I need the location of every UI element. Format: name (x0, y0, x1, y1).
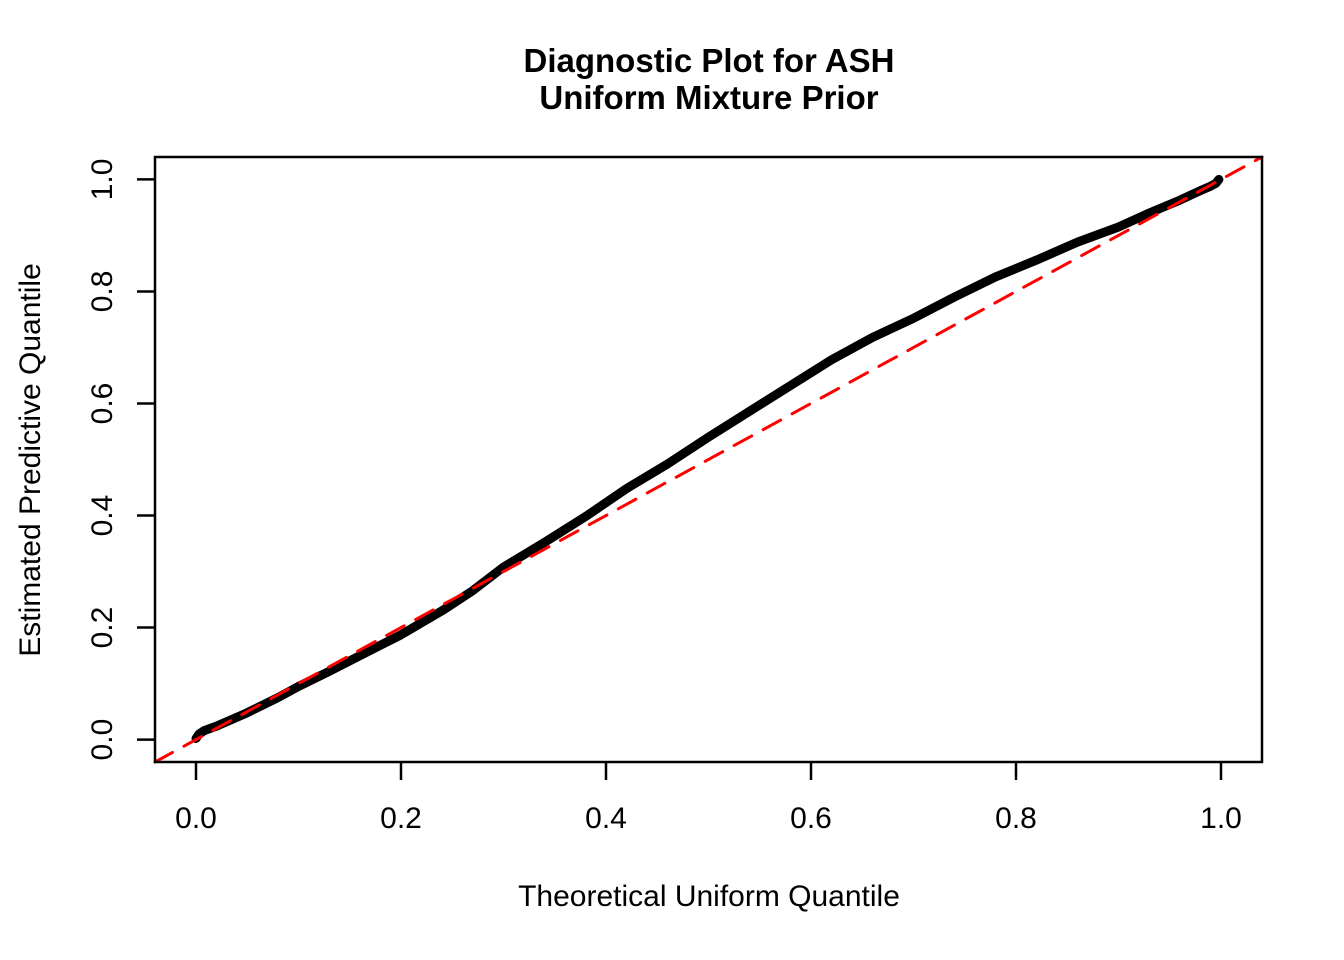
y-tick-label: 0.6 (86, 383, 119, 425)
plot-layer: 0.0 0.2 0.4 0.6 0.8 1.0 0.0 0.2 0.4 0.6 0.8 1.0 (86, 155, 1264, 835)
y-tick-label: 0.2 (86, 607, 119, 649)
x-tick-label: 0.8 (995, 802, 1037, 835)
y-tick-label: 1.0 (86, 159, 119, 201)
chart-title-line-1: Diagnostic Plot for ASH (524, 42, 895, 79)
x-tick-label: 0.2 (380, 802, 422, 835)
reference-diagonal-line (153, 155, 1264, 764)
x-tick-label: 0.6 (790, 802, 832, 835)
x-axis-label: Theoretical Uniform Quantile (518, 880, 900, 913)
y-tick-label: 0.0 (86, 719, 119, 761)
y-tick-label: 0.8 (86, 271, 119, 313)
x-tick-label: 0.0 (175, 802, 217, 835)
x-tick-label: 0.4 (585, 802, 627, 835)
y-axis-label: Estimated Predictive Quantile (14, 263, 47, 657)
chart-title-line-2: Uniform Mixture Prior (539, 79, 878, 116)
plot-box (153, 155, 1264, 764)
y-tick-label: 0.4 (86, 495, 119, 537)
estimated-predictive-quantile-line (191, 174, 1224, 743)
x-tick-label: 1.0 (1200, 802, 1242, 835)
